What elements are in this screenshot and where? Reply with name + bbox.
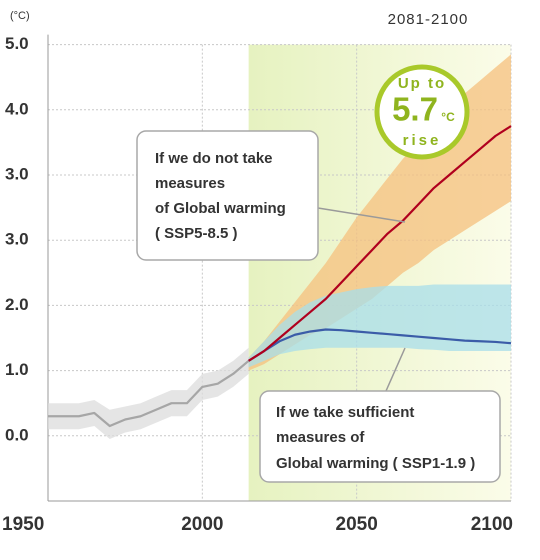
y-tick-label: 0.0: [5, 425, 29, 444]
x-tick-label: 2100: [471, 514, 513, 535]
badge-circle: [374, 64, 470, 160]
y-tick-label: 4.0: [5, 99, 29, 118]
callout-text: If we do not take: [155, 150, 273, 167]
callout-text: measures of: [276, 429, 365, 446]
y-tick-label: 5.0: [5, 34, 29, 53]
leader-line: [385, 347, 406, 392]
x-tick-label: 1950: [2, 514, 44, 535]
callout-text: measures: [155, 175, 225, 192]
y-tick-label: 1.0: [5, 360, 29, 379]
badge-suffix: rise: [403, 132, 442, 149]
series-line: [248, 328, 512, 362]
callout-box: [136, 130, 319, 261]
callout-text: of Global warming: [155, 200, 286, 217]
series-line: [248, 125, 512, 362]
uncertainty-band: [248, 284, 511, 368]
unit-label: (°C): [10, 10, 30, 22]
x-tick-label: 2050: [336, 514, 378, 535]
badge-unit: °C: [441, 110, 455, 124]
callout-box: [259, 390, 501, 483]
uncertainty-band: [48, 347, 249, 440]
x-tick-label: 2000: [181, 514, 223, 535]
y-tick-label: 3.0: [5, 230, 29, 249]
callout-text: ( SSP5-8.5 ): [155, 225, 238, 242]
y-tick-label: 2.0: [5, 295, 29, 314]
annotation-layer: (°C) 2081-2100 If we do not take measure…: [10, 10, 501, 483]
badge-prefix: Up to: [398, 75, 446, 92]
callout-text: Global warming ( SSP1-1.9 ): [276, 455, 475, 472]
series-line: [48, 359, 250, 428]
period-label: 2081-2100: [388, 11, 469, 28]
leader-line: [317, 207, 406, 223]
y-tick-label: 3.0: [5, 164, 29, 183]
badge-value: 5.7: [392, 91, 438, 128]
callout-text: If we take sufficient: [276, 404, 414, 421]
